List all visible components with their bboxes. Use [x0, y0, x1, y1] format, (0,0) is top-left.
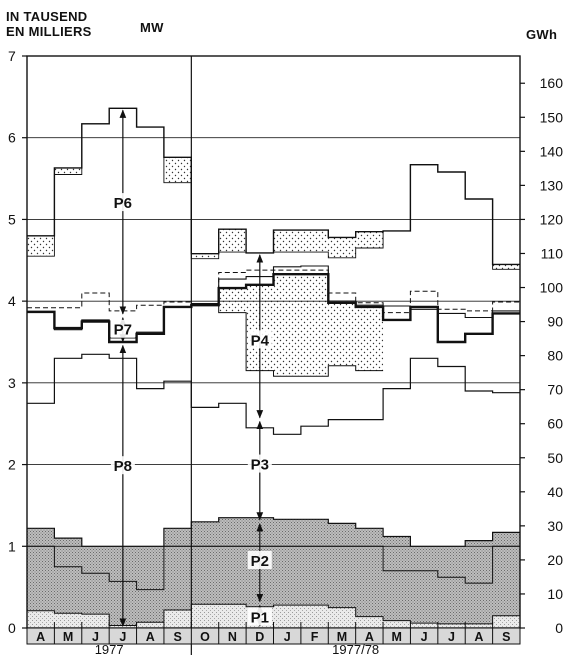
left-tick-label: 3 — [8, 375, 16, 391]
period-label: 1977/78 — [332, 642, 379, 655]
right-tick-label: 100 — [540, 280, 564, 296]
month-label: A — [365, 630, 374, 644]
right-tick-label: 30 — [547, 518, 563, 534]
dark-stipple-band — [27, 517, 520, 628]
month-label: N — [228, 630, 237, 644]
right-tick-label: 110 — [541, 245, 564, 261]
month-label: J — [92, 630, 99, 644]
annotation-label: P3 — [251, 457, 269, 474]
left-axis-title-line1: IN TAUSEND — [6, 9, 88, 24]
annotation-label-bg — [247, 454, 272, 473]
left-tick-label: 5 — [8, 211, 16, 227]
month-label: F — [311, 630, 319, 644]
right-tick-label: 70 — [547, 382, 563, 398]
right-tick-label: 130 — [540, 177, 564, 193]
annotation-label: P4 — [251, 332, 270, 349]
right-tick-label: 150 — [540, 109, 564, 125]
annotation-label: P7 — [114, 322, 132, 339]
right-tick-label: 10 — [547, 586, 563, 602]
right-tick-label: 0 — [555, 620, 563, 636]
month-label: O — [200, 630, 210, 644]
right-tick-label: 160 — [540, 75, 564, 91]
upper-envelope-line — [27, 107, 520, 266]
right-tick-label: 120 — [540, 211, 564, 227]
month-label: J — [421, 630, 428, 644]
annotation-label: P2 — [251, 553, 269, 570]
annotation-label-bg — [247, 607, 272, 626]
right-tick-label: 60 — [547, 416, 563, 432]
right-tick-label: 140 — [540, 143, 564, 159]
right-tick-label: 40 — [547, 484, 563, 500]
annotation-label-bg — [110, 319, 135, 338]
upper-inner-line — [27, 107, 520, 270]
right-tick-label: 50 — [547, 450, 563, 466]
month-label: A — [36, 630, 45, 644]
right-tick-label: 80 — [547, 348, 563, 364]
month-label: J — [284, 630, 291, 644]
line-3 — [27, 353, 520, 435]
left-axis-title-line2: EN MILLIERS — [6, 24, 92, 39]
right-tick-label: 90 — [547, 314, 563, 330]
left-tick-label: 1 — [8, 538, 16, 554]
month-label: M — [63, 630, 73, 644]
annotation-label-bg — [110, 193, 135, 212]
period-label: 1977 — [95, 642, 124, 655]
dotted-winter-band — [191, 274, 384, 377]
annotation-label: P8 — [114, 458, 132, 475]
annotation-label-bg — [247, 330, 272, 349]
month-label: A — [146, 630, 155, 644]
month-label: J — [119, 630, 126, 644]
light-top-line — [27, 603, 520, 626]
left-tick-label: 4 — [8, 293, 16, 309]
month-label: M — [392, 630, 402, 644]
left-tick-label: 0 — [8, 620, 16, 636]
right-axis-unit: GWh — [526, 27, 558, 42]
month-label: A — [474, 630, 483, 644]
left-tick-label: 6 — [8, 130, 16, 146]
month-label: D — [255, 630, 264, 644]
month-label: S — [502, 630, 510, 644]
annotation-label: P6 — [114, 195, 132, 212]
gray-band-top-line — [27, 517, 520, 547]
right-tick-label: 20 — [547, 552, 563, 568]
light-stipple-band — [27, 604, 520, 628]
month-label: M — [337, 630, 347, 644]
left-tick-label: 2 — [8, 457, 16, 473]
month-label: J — [448, 630, 455, 644]
annotation-label-bg — [247, 550, 272, 569]
left-tick-label: 7 — [8, 48, 16, 64]
thick-line — [27, 273, 520, 344]
month-label: S — [173, 630, 181, 644]
annotation-label: P1 — [251, 609, 269, 626]
left-axis-unit: MW — [140, 20, 164, 35]
annotation-label-bg — [110, 456, 135, 475]
winter-lower-line — [191, 304, 384, 377]
